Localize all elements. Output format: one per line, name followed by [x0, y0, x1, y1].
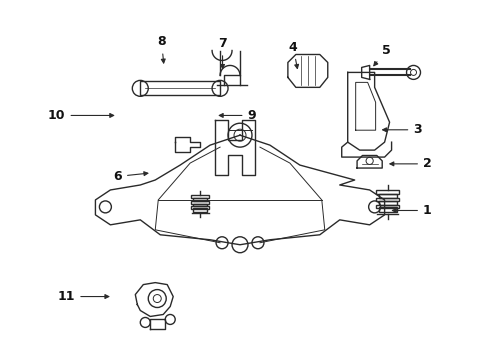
Bar	[191, 201, 209, 203]
Bar	[378, 207, 396, 212]
Bar	[378, 194, 396, 198]
Bar	[193, 198, 207, 201]
Text: 5: 5	[373, 44, 389, 66]
Bar	[191, 195, 209, 198]
Text: 2: 2	[389, 157, 431, 170]
Text: 10: 10	[48, 109, 114, 122]
Bar	[378, 201, 396, 205]
Bar	[191, 206, 209, 209]
Bar	[193, 208, 207, 212]
Text: 1: 1	[391, 204, 431, 217]
Bar	[193, 203, 207, 206]
Text: 11: 11	[58, 290, 109, 303]
Bar	[375, 198, 398, 201]
Text: 4: 4	[288, 41, 298, 68]
Text: 3: 3	[382, 123, 421, 136]
Text: 7: 7	[218, 37, 226, 68]
Bar	[375, 205, 398, 208]
Bar	[375, 190, 398, 194]
Text: 6: 6	[113, 170, 147, 183]
Text: 9: 9	[219, 109, 256, 122]
Bar	[140, 81, 220, 95]
Text: 8: 8	[157, 35, 165, 63]
